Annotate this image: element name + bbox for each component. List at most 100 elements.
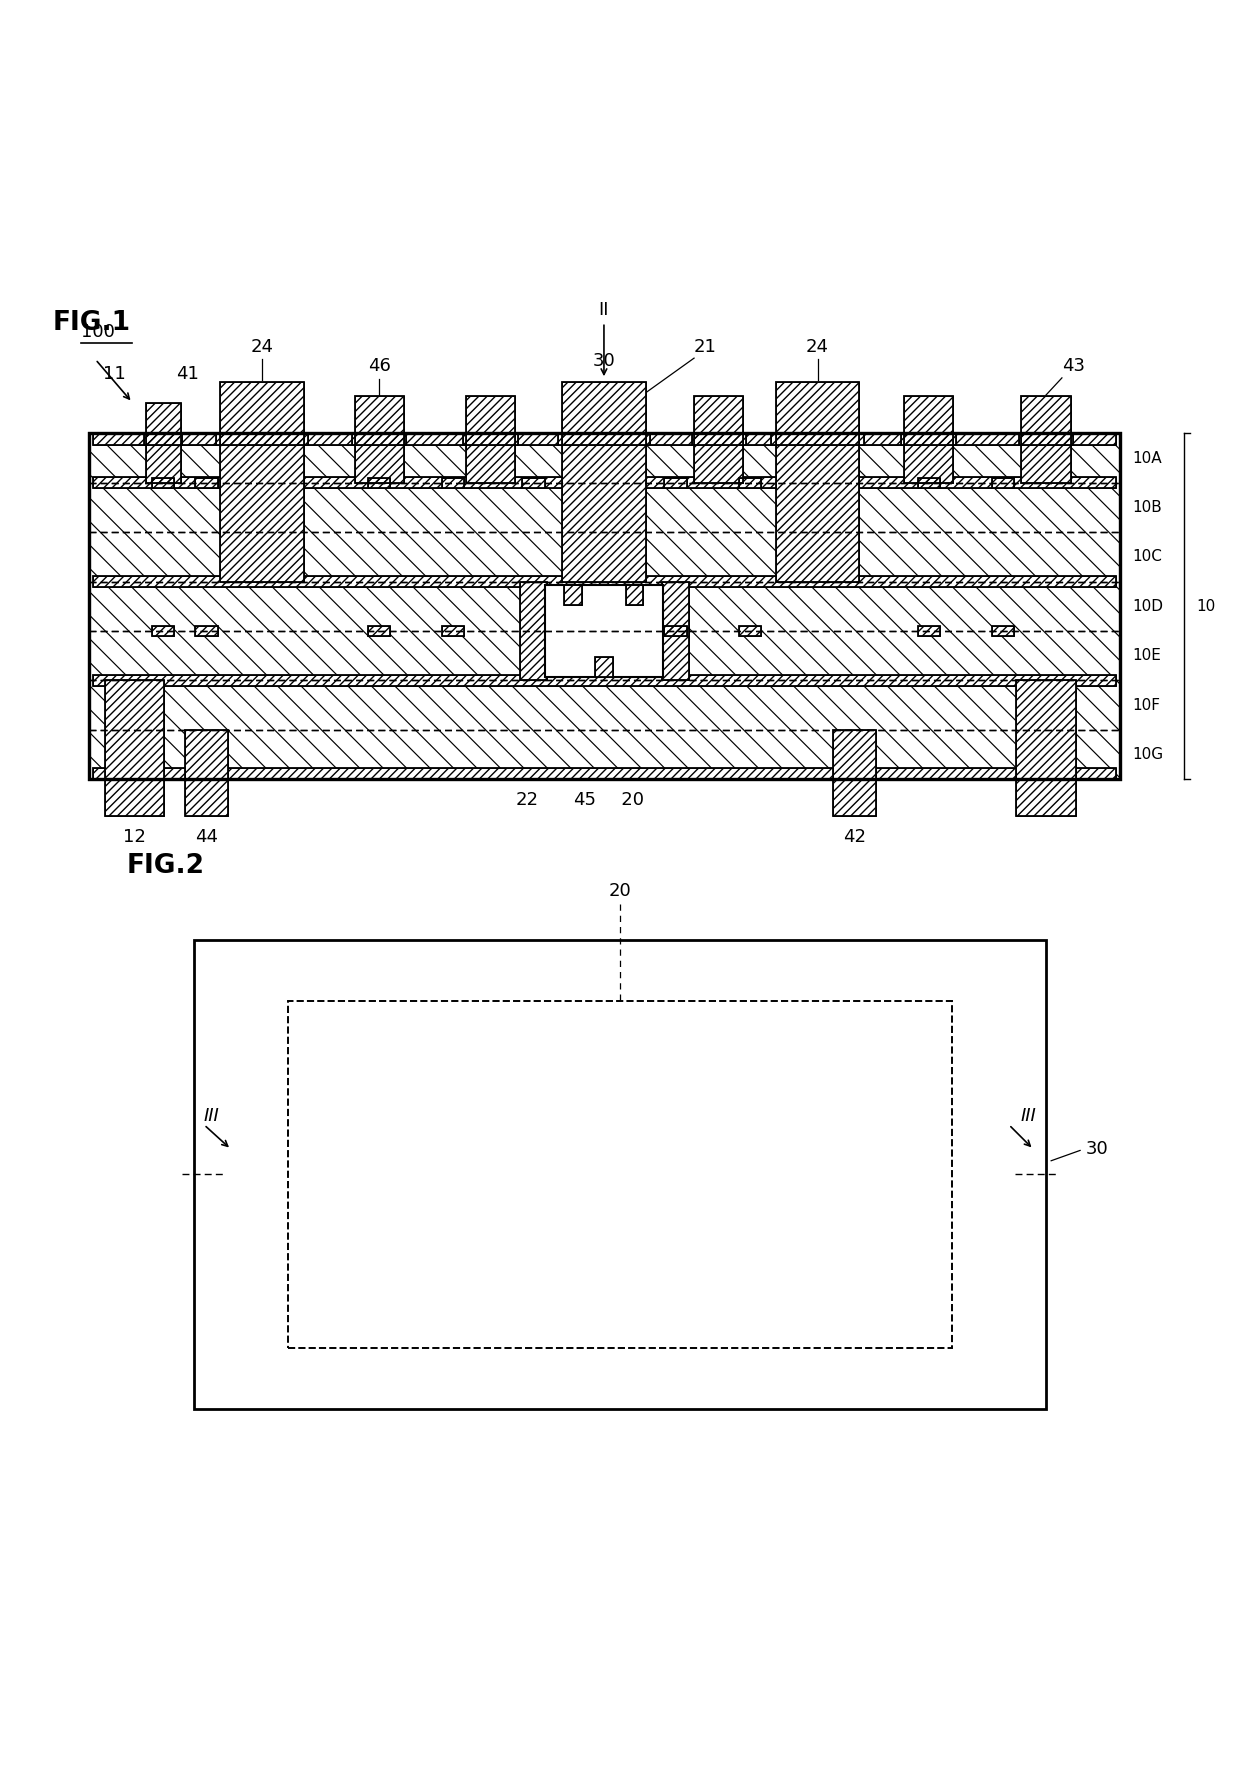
- Bar: [992, 477, 1014, 488]
- Bar: [546, 585, 662, 677]
- Bar: [105, 681, 165, 780]
- Bar: [771, 433, 864, 444]
- Bar: [520, 582, 547, 681]
- Bar: [355, 433, 404, 483]
- Bar: [185, 780, 228, 817]
- Bar: [775, 433, 859, 582]
- Bar: [1022, 433, 1070, 483]
- Text: 10F: 10F: [1132, 698, 1161, 713]
- Bar: [558, 433, 650, 444]
- Bar: [992, 626, 1014, 636]
- Bar: [93, 576, 1116, 587]
- Bar: [144, 433, 182, 444]
- Text: 10E: 10E: [1132, 649, 1161, 663]
- Bar: [694, 396, 744, 433]
- Bar: [216, 433, 309, 444]
- Bar: [105, 681, 165, 780]
- Bar: [146, 433, 181, 483]
- Bar: [185, 730, 228, 780]
- Text: III: III: [1021, 1107, 1035, 1124]
- Text: 42: 42: [843, 829, 866, 847]
- Bar: [352, 433, 407, 444]
- Bar: [595, 658, 613, 677]
- Bar: [558, 433, 650, 444]
- Bar: [1022, 396, 1070, 433]
- Bar: [1022, 396, 1070, 433]
- Bar: [105, 780, 165, 817]
- Bar: [153, 626, 175, 636]
- Bar: [833, 780, 877, 817]
- Bar: [464, 433, 517, 444]
- Text: FIG.2: FIG.2: [126, 854, 205, 879]
- Bar: [1017, 780, 1075, 817]
- Bar: [466, 396, 515, 433]
- Bar: [901, 433, 956, 444]
- Bar: [520, 582, 547, 681]
- Bar: [665, 477, 687, 488]
- Bar: [368, 626, 391, 636]
- Bar: [520, 582, 547, 681]
- Bar: [833, 730, 877, 780]
- Bar: [355, 433, 404, 483]
- Bar: [918, 626, 940, 636]
- Bar: [466, 433, 515, 483]
- Bar: [196, 477, 217, 488]
- Text: 24: 24: [806, 338, 830, 355]
- Bar: [216, 433, 309, 444]
- Bar: [1022, 396, 1070, 433]
- Bar: [662, 582, 689, 681]
- Bar: [904, 433, 954, 483]
- Text: 100: 100: [81, 324, 114, 341]
- Bar: [562, 433, 646, 582]
- Bar: [196, 626, 217, 636]
- Bar: [464, 433, 517, 444]
- Bar: [595, 658, 613, 677]
- Bar: [564, 585, 582, 605]
- Bar: [662, 582, 689, 681]
- Bar: [918, 626, 940, 636]
- Bar: [355, 396, 404, 433]
- Bar: [1017, 780, 1075, 817]
- Bar: [144, 433, 182, 444]
- Bar: [692, 433, 746, 444]
- Bar: [1019, 433, 1073, 444]
- Bar: [219, 433, 304, 582]
- Bar: [185, 780, 228, 817]
- Bar: [1017, 681, 1075, 780]
- Bar: [93, 433, 1116, 444]
- Bar: [522, 477, 544, 488]
- Bar: [144, 433, 182, 444]
- Bar: [153, 477, 175, 488]
- Bar: [694, 396, 744, 433]
- Bar: [904, 396, 954, 433]
- Bar: [901, 433, 956, 444]
- Bar: [739, 626, 760, 636]
- Bar: [146, 433, 181, 483]
- Bar: [368, 477, 391, 488]
- Bar: [443, 477, 465, 488]
- Text: FIG.1: FIG.1: [52, 309, 130, 336]
- Bar: [196, 626, 217, 636]
- Text: 21: 21: [694, 338, 717, 355]
- Bar: [739, 477, 760, 488]
- Bar: [196, 477, 217, 488]
- Text: 41: 41: [176, 364, 198, 384]
- Bar: [992, 477, 1014, 488]
- Bar: [771, 433, 864, 444]
- Bar: [901, 433, 956, 444]
- Bar: [562, 382, 646, 433]
- Bar: [466, 396, 515, 433]
- Bar: [546, 585, 662, 677]
- Bar: [522, 477, 544, 488]
- Text: 20: 20: [604, 792, 644, 810]
- Bar: [626, 585, 644, 605]
- Bar: [558, 433, 650, 444]
- Bar: [918, 477, 940, 488]
- Bar: [1017, 780, 1075, 817]
- Bar: [153, 477, 175, 488]
- Bar: [93, 767, 1116, 780]
- Bar: [368, 626, 391, 636]
- Bar: [466, 433, 515, 483]
- Text: 12: 12: [124, 829, 146, 847]
- Bar: [146, 403, 181, 433]
